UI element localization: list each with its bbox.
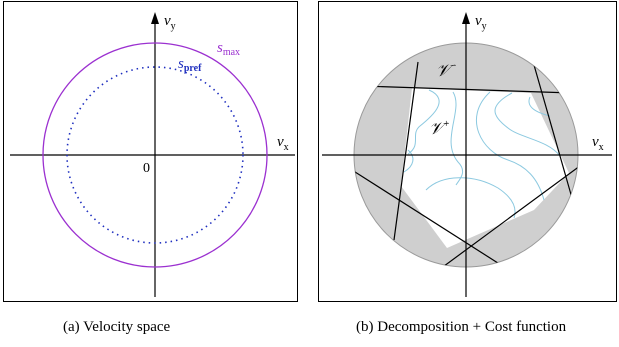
panel-a-velocity-space: vy vx 0 smax spref <box>3 1 298 302</box>
panel-b-y-axis-arrowhead <box>462 12 470 24</box>
origin-label: 0 <box>143 161 150 176</box>
smax-label: smax <box>217 40 240 58</box>
panel-b-frame <box>318 1 617 302</box>
panel-b-decomposition: vy vx 𝒱− 𝒱+ <box>318 1 617 302</box>
constraint-line-left <box>393 61 419 241</box>
spref-label: spref <box>178 56 202 74</box>
caption-a: (a) Velocity space <box>63 319 171 335</box>
panel-b-vy-label: vy <box>475 13 487 32</box>
contour-1 <box>407 89 440 155</box>
contour-3 <box>450 91 464 186</box>
contour-4 <box>475 91 545 201</box>
constraint-line-bottom-right <box>435 156 578 267</box>
panel-b-vx-label: vx <box>592 134 604 153</box>
contour-2 <box>403 149 414 173</box>
feasible-region-polygon <box>401 88 569 248</box>
panel-a-vy-label: vy <box>164 13 176 32</box>
contour-6 <box>528 96 551 117</box>
panel-a-y-axis-arrowhead <box>151 12 159 24</box>
constraint-line-top <box>361 85 573 94</box>
outer-circle-smax <box>42 42 268 268</box>
constraint-line-bottom-left <box>354 169 513 267</box>
panel-a-vx-label: vx <box>277 134 289 153</box>
caption-b: (b) Decomposition + Cost function <box>356 319 567 335</box>
inner-circle-spref <box>66 66 244 244</box>
cost-contours <box>403 89 561 219</box>
panel-a-frame <box>3 1 298 302</box>
contour-7 <box>425 177 516 219</box>
contour-5 <box>494 92 561 157</box>
